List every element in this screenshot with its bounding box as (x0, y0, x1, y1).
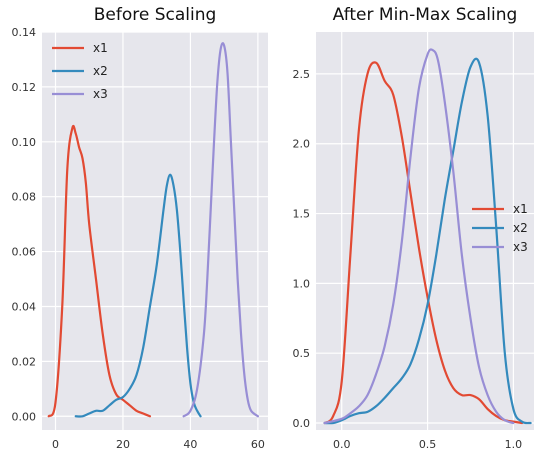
left-curves (47, 42, 259, 418)
y-tick-label: 0.12 (12, 81, 37, 94)
y-tick-label: 0.08 (12, 191, 37, 204)
left-chart: 0.000.020.040.060.080.100.120.140 20 40 60 … (12, 5, 268, 451)
y-tick-label: 0.04 (12, 300, 37, 313)
legend-label-x2: x2 (513, 221, 528, 235)
left-curve-x2 (74, 173, 202, 418)
right-legend: x1 x2 x3 (472, 202, 528, 254)
y-tick-label: 1.5 (293, 208, 311, 221)
left-curve-x1 (47, 124, 152, 418)
y-tick-label: 0.00 (12, 410, 37, 423)
y-tick-label: 0.02 (12, 355, 37, 368)
x-tick-label: 0 (52, 438, 59, 451)
left-chart-title: Before Scaling (94, 5, 217, 25)
y-tick-label: 2.0 (293, 138, 311, 151)
legend-label-x3: x3 (513, 240, 528, 254)
left-tick-labels: 0.00 0.02 0.04 0.06 0.08 0.10 0.12 0.14 0 20 40 60 (12, 26, 265, 451)
legend-label-x3: x3 (93, 87, 108, 101)
x-tick-label: 0.5 (419, 438, 437, 451)
y-tick-label: 1.0 (293, 277, 311, 290)
x-tick-label: 20 (116, 438, 130, 451)
x-tick-label: 1.0 (505, 438, 523, 451)
x-tick-label: 40 (183, 438, 197, 451)
legend-label-x2: x2 (93, 64, 108, 78)
right-chart: 0.0 0.5 1.0 1.5 2.0 2.5 0.0 0.5 1.0 After Min-Ma… (293, 5, 534, 451)
y-tick-label: 0.10 (12, 136, 37, 149)
y-tick-label: 0.06 (12, 246, 37, 259)
y-tick-label: 0.14 (12, 26, 37, 39)
left-gridlines (42, 31, 268, 430)
x-tick-label: 60 (251, 438, 265, 451)
right-tick-labels: 0.0 0.5 1.0 1.5 2.0 2.5 0.0 0.5 1.0 (293, 68, 523, 451)
right-curve-x3 (323, 48, 515, 425)
y-tick-label: 0.0 (293, 417, 311, 430)
x-tick-label: 0.0 (333, 438, 351, 451)
left-plot-area (42, 32, 268, 430)
right-chart-title: After Min-Max Scaling (333, 5, 518, 25)
legend-label-x1: x1 (513, 202, 528, 216)
y-tick-label: 0.5 (293, 347, 311, 360)
legend-label-x1: x1 (93, 41, 108, 55)
left-curve-x3 (182, 42, 259, 418)
y-tick-label: 2.5 (293, 68, 311, 81)
right-plot-area (316, 32, 534, 430)
right-curve-x1 (323, 61, 524, 425)
left-legend: x1 x2 x3 (52, 41, 108, 101)
